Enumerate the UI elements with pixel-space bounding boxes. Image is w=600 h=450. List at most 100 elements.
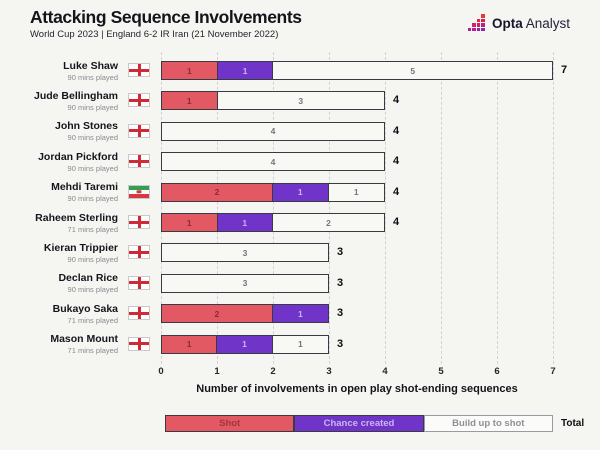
bar-segment-build-up: 3 <box>217 92 384 110</box>
page-title: Attacking Sequence Involvements <box>30 7 302 27</box>
bar-segment-chance-created: 1 <box>273 183 329 201</box>
england-flag-icon <box>128 63 150 77</box>
opta-logo-icon <box>467 14 486 32</box>
bar-segment-build-up: 4 <box>162 122 384 140</box>
bar-segment-build-up: 1 <box>272 335 328 353</box>
bar-segment-shot: 1 <box>162 62 218 79</box>
bar-segment-chance-created: 1 <box>217 214 273 231</box>
segment-value: 2 <box>214 308 220 319</box>
brand-analyst: Analyst <box>525 15 570 31</box>
player-label: Kieran Trippier 90 mins played <box>0 242 118 264</box>
gridline <box>385 52 386 364</box>
x-axis-label: Number of involvements in open play shot… <box>196 383 518 395</box>
player-name: Mehdi Taremi <box>51 181 118 194</box>
segment-value: 1 <box>186 217 192 228</box>
player-label: Mehdi Taremi 90 mins played <box>0 182 118 203</box>
player-label: Raheem Sterling 71 mins played <box>0 211 118 234</box>
bar-segment-build-up: 1 <box>328 183 384 201</box>
player-mins: 71 mins played <box>67 224 118 234</box>
bar-segment-build-up: 5 <box>273 62 552 79</box>
player-bar: 4 <box>161 152 385 172</box>
segment-value: 1 <box>186 339 192 350</box>
total-value: 4 <box>393 94 400 107</box>
total-value: 4 <box>393 155 400 168</box>
segment-value: 1 <box>186 65 192 76</box>
legend-item: Build up to shot <box>423 415 553 432</box>
gridline <box>273 52 274 364</box>
x-tick-label: 6 <box>494 366 500 377</box>
player-name: Bukayo Saka <box>52 302 118 315</box>
segment-value: 1 <box>186 95 192 106</box>
page-subtitle: World Cup 2023 | England 6-2 IR Iran (21… <box>30 29 279 40</box>
bar-segment-chance-created: 1 <box>217 62 274 79</box>
player-name: John Stones <box>54 120 118 133</box>
segment-value: 4 <box>270 126 276 137</box>
bar-segment-chance-created: 1 <box>272 305 328 323</box>
brand-opta: Opta <box>491 15 523 31</box>
total-value: 4 <box>393 185 400 198</box>
segment-value: 3 <box>298 95 304 106</box>
england-flag-icon <box>128 123 150 138</box>
bar-segment-build-up: 4 <box>162 153 384 171</box>
player-name: Declan Rice <box>58 272 118 285</box>
player-label: John Stones 90 mins played <box>0 121 118 142</box>
segment-value: 1 <box>242 339 247 350</box>
x-tick-label: 3 <box>326 366 332 377</box>
england-flag-icon <box>128 336 150 351</box>
total-value: 3 <box>337 246 344 259</box>
x-tick-label: 7 <box>550 366 556 377</box>
segment-value: 1 <box>242 217 248 228</box>
gridline <box>329 52 330 364</box>
player-mins: 71 mins played <box>67 346 118 356</box>
total-value: 7 <box>561 64 568 76</box>
player-bar: 3 <box>161 243 329 263</box>
segment-value: 1 <box>242 65 248 76</box>
player-bar: 1 1 5 <box>161 61 553 80</box>
gridline <box>161 52 162 364</box>
legend-item: Shot <box>165 415 295 432</box>
england-flag-icon <box>128 154 150 169</box>
bar-segment-build-up: 3 <box>162 274 328 292</box>
player-label: Luke Shaw 90 mins played <box>0 60 118 82</box>
player-bar: 3 <box>161 273 329 293</box>
gridline <box>217 52 218 364</box>
segment-value: 1 <box>297 308 303 319</box>
bar-segment-shot: 2 <box>162 305 273 323</box>
total-value: 3 <box>337 307 344 320</box>
player-mins: 90 mins played <box>67 254 118 264</box>
x-tick-label: 0 <box>158 366 164 377</box>
segment-value: 5 <box>410 65 416 76</box>
segment-value: 2 <box>214 187 220 198</box>
player-mins: 90 mins played <box>67 285 118 295</box>
segment-value: 2 <box>326 217 331 228</box>
player-bar: 4 <box>161 121 385 141</box>
segment-value: 1 <box>353 187 359 198</box>
player-bar: 2 1 1 <box>161 182 385 202</box>
legend-item: Chance created <box>294 415 424 432</box>
bar-segment-build-up: 2 <box>273 214 384 231</box>
player-name: Raheem Sterling <box>35 211 118 224</box>
player-bar: 1 1 2 <box>161 213 385 232</box>
iran-flag-icon <box>128 184 150 199</box>
bar-segment-shot: 1 <box>162 92 218 110</box>
player-label: Mason Mount 71 mins played <box>0 334 118 355</box>
segment-value: 3 <box>242 278 248 289</box>
bar-segment-shot: 1 <box>162 335 218 353</box>
england-flag-icon <box>128 215 150 229</box>
england-flag-icon <box>128 306 150 321</box>
segment-value: 1 <box>297 187 303 198</box>
segment-value: 3 <box>242 247 248 258</box>
player-mins: 90 mins played <box>67 133 118 143</box>
england-flag-icon <box>128 275 150 290</box>
gridline <box>497 52 498 364</box>
legend-total-label: Total <box>561 418 585 429</box>
gridline <box>441 52 442 364</box>
x-tick-label: 4 <box>382 366 388 377</box>
player-label: Jude Bellingham 90 mins played <box>0 90 118 112</box>
bar-segment-shot: 1 <box>162 214 218 231</box>
england-flag-icon <box>128 93 150 108</box>
player-mins: 71 mins played <box>67 315 118 325</box>
brand-text: Opta Analyst <box>492 16 570 31</box>
